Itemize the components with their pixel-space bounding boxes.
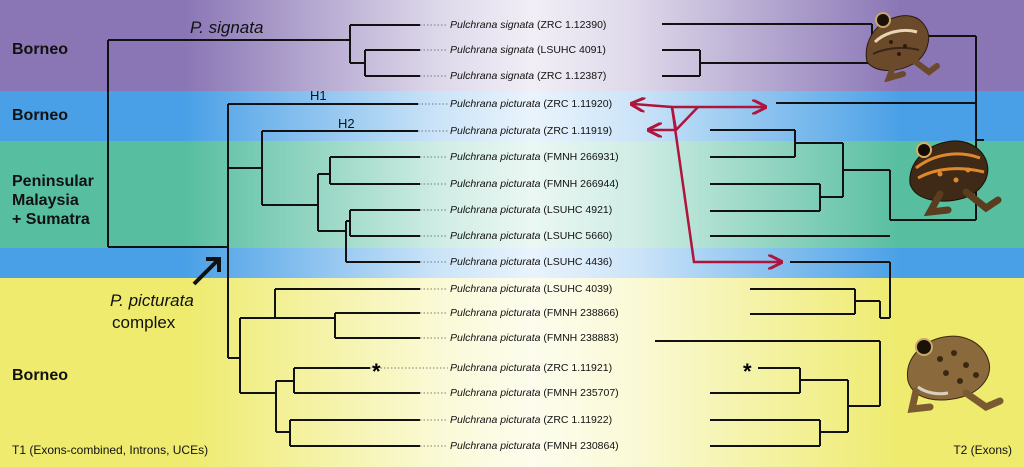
taxon-voucher: (LSUHC 4039)	[543, 283, 613, 295]
taxon-label: Pulchrana picturata (LSUHC 5660)	[450, 230, 632, 242]
taxon-genus-species: Pulchrana picturata	[450, 307, 541, 319]
frog-signata-photo	[865, 12, 940, 82]
taxon-genus-species: Pulchrana picturata	[450, 362, 541, 374]
taxon-voucher: (ZRC 1.12390)	[536, 19, 607, 31]
taxon-label: Pulchrana picturata (FMNH 230864)	[450, 440, 632, 452]
taxon-voucher: (FMNH 235707)	[543, 387, 619, 399]
taxon-label: Pulchrana picturata (FMNH 266931)	[450, 151, 632, 163]
left-tree-t1	[107, 24, 420, 447]
taxon-label: Pulchrana picturata (LSUHC 4039)	[450, 283, 632, 295]
node-label-h1: H1	[310, 88, 327, 103]
taxon-voucher: (ZRC 1.11922)	[543, 414, 613, 426]
taxon-genus-species: Pulchrana picturata	[450, 332, 541, 344]
taxon-genus-species: Pulchrana picturata	[450, 256, 541, 268]
taxon-voucher: (ZRC 1.12387)	[536, 70, 607, 82]
taxon-label: Pulchrana picturata (FMNH 238883)	[450, 332, 632, 344]
taxon-label: Pulchrana picturata (FMNH 266944)	[450, 178, 632, 190]
taxon-genus-species: Pulchrana picturata	[450, 440, 541, 452]
taxon-voucher: (LSUHC 5660)	[543, 230, 613, 242]
taxon-genus-species: Pulchrana picturata	[450, 230, 541, 242]
taxon-genus-species: Pulchrana picturata	[450, 151, 541, 163]
taxon-label: Pulchrana picturata (LSUHC 4921)	[450, 204, 632, 216]
taxon-genus-species: Pulchrana picturata	[450, 178, 541, 190]
clade-label-picturata-line1: P. picturata	[110, 291, 194, 310]
support-star-left: *	[372, 359, 381, 384]
taxon-label: Pulchrana picturata (ZRC 1.11919)	[450, 125, 632, 137]
taxon-leader-lines	[370, 24, 448, 447]
node-label-h2: H2	[338, 116, 355, 131]
taxon-voucher: (LSUHC 4091)	[536, 44, 606, 56]
taxon-genus-species: Pulchrana picturata	[450, 387, 541, 399]
region-label-borneo-top: Borneo	[12, 41, 68, 58]
frog-picturata-spotted-photo	[906, 335, 1004, 413]
taxon-genus-species: Pulchrana signata	[450, 19, 535, 31]
taxon-voucher: (FMNH 266931)	[543, 151, 619, 163]
taxon-genus-species: Pulchrana picturata	[450, 204, 541, 216]
taxon-label: Pulchrana picturata (LSUHC 4436)	[450, 256, 632, 268]
clade-arrow-icon	[192, 257, 221, 286]
taxon-voucher: (ZRC 1.11919)	[543, 125, 613, 137]
taxon-voucher: (FMNH 266944)	[543, 178, 619, 190]
taxon-voucher: (LSUHC 4921)	[543, 204, 613, 216]
taxon-label: Pulchrana picturata (ZRC 1.11920)	[450, 98, 632, 110]
taxon-genus-species: Pulchrana signata	[450, 44, 535, 56]
taxon-genus-species: Pulchrana picturata	[450, 414, 541, 426]
support-star-right: *	[743, 359, 752, 384]
taxon-genus-species: Pulchrana signata	[450, 70, 535, 82]
region-label-peninsular: Peninsular Malaysia + Sumatra	[12, 173, 94, 228]
taxon-genus-species: Pulchrana picturata	[450, 283, 541, 295]
taxon-voucher: (FMNH 238883)	[543, 332, 619, 344]
taxon-label: Pulchrana picturata (FMNH 235707)	[450, 387, 632, 399]
clade-label-signata: P. signata	[190, 18, 264, 37]
taxon-label: Pulchrana signata (ZRC 1.12390)	[450, 19, 632, 31]
tree-connector-arrows	[633, 104, 780, 262]
region-label-borneo-blue: Borneo	[12, 107, 68, 124]
footer-left-t1: T1 (Exons-combined, Introns, UCEs)	[12, 443, 209, 457]
taxon-label: Pulchrana picturata (ZRC 1.11922)	[450, 414, 632, 426]
taxon-label: Pulchrana signata (ZRC 1.12387)	[450, 70, 632, 82]
clade-label-picturata: P. picturata complex	[110, 290, 194, 334]
footer-right-t2: T2 (Exons)	[953, 443, 1012, 457]
clade-label-picturata-line2: complex	[112, 313, 176, 332]
taxon-voucher: (ZRC 1.11921)	[543, 362, 613, 374]
taxon-genus-species: Pulchrana picturata	[450, 98, 541, 110]
taxon-voucher: (FMNH 238866)	[543, 307, 619, 319]
taxon-voucher: (FMNH 230864)	[543, 440, 619, 452]
region-label-borneo-bottom: Borneo	[12, 367, 68, 384]
frog-picturata-orange-photo	[909, 140, 1002, 216]
taxon-label: Pulchrana picturata (FMNH 238866)	[450, 307, 632, 319]
taxon-label: Pulchrana picturata (ZRC 1.11921)	[450, 362, 632, 374]
taxon-genus-species: Pulchrana picturata	[450, 125, 541, 137]
taxon-voucher: (ZRC 1.11920)	[543, 98, 613, 110]
taxon-label: Pulchrana signata (LSUHC 4091)	[450, 44, 632, 56]
taxon-voucher: (LSUHC 4436)	[543, 256, 613, 268]
